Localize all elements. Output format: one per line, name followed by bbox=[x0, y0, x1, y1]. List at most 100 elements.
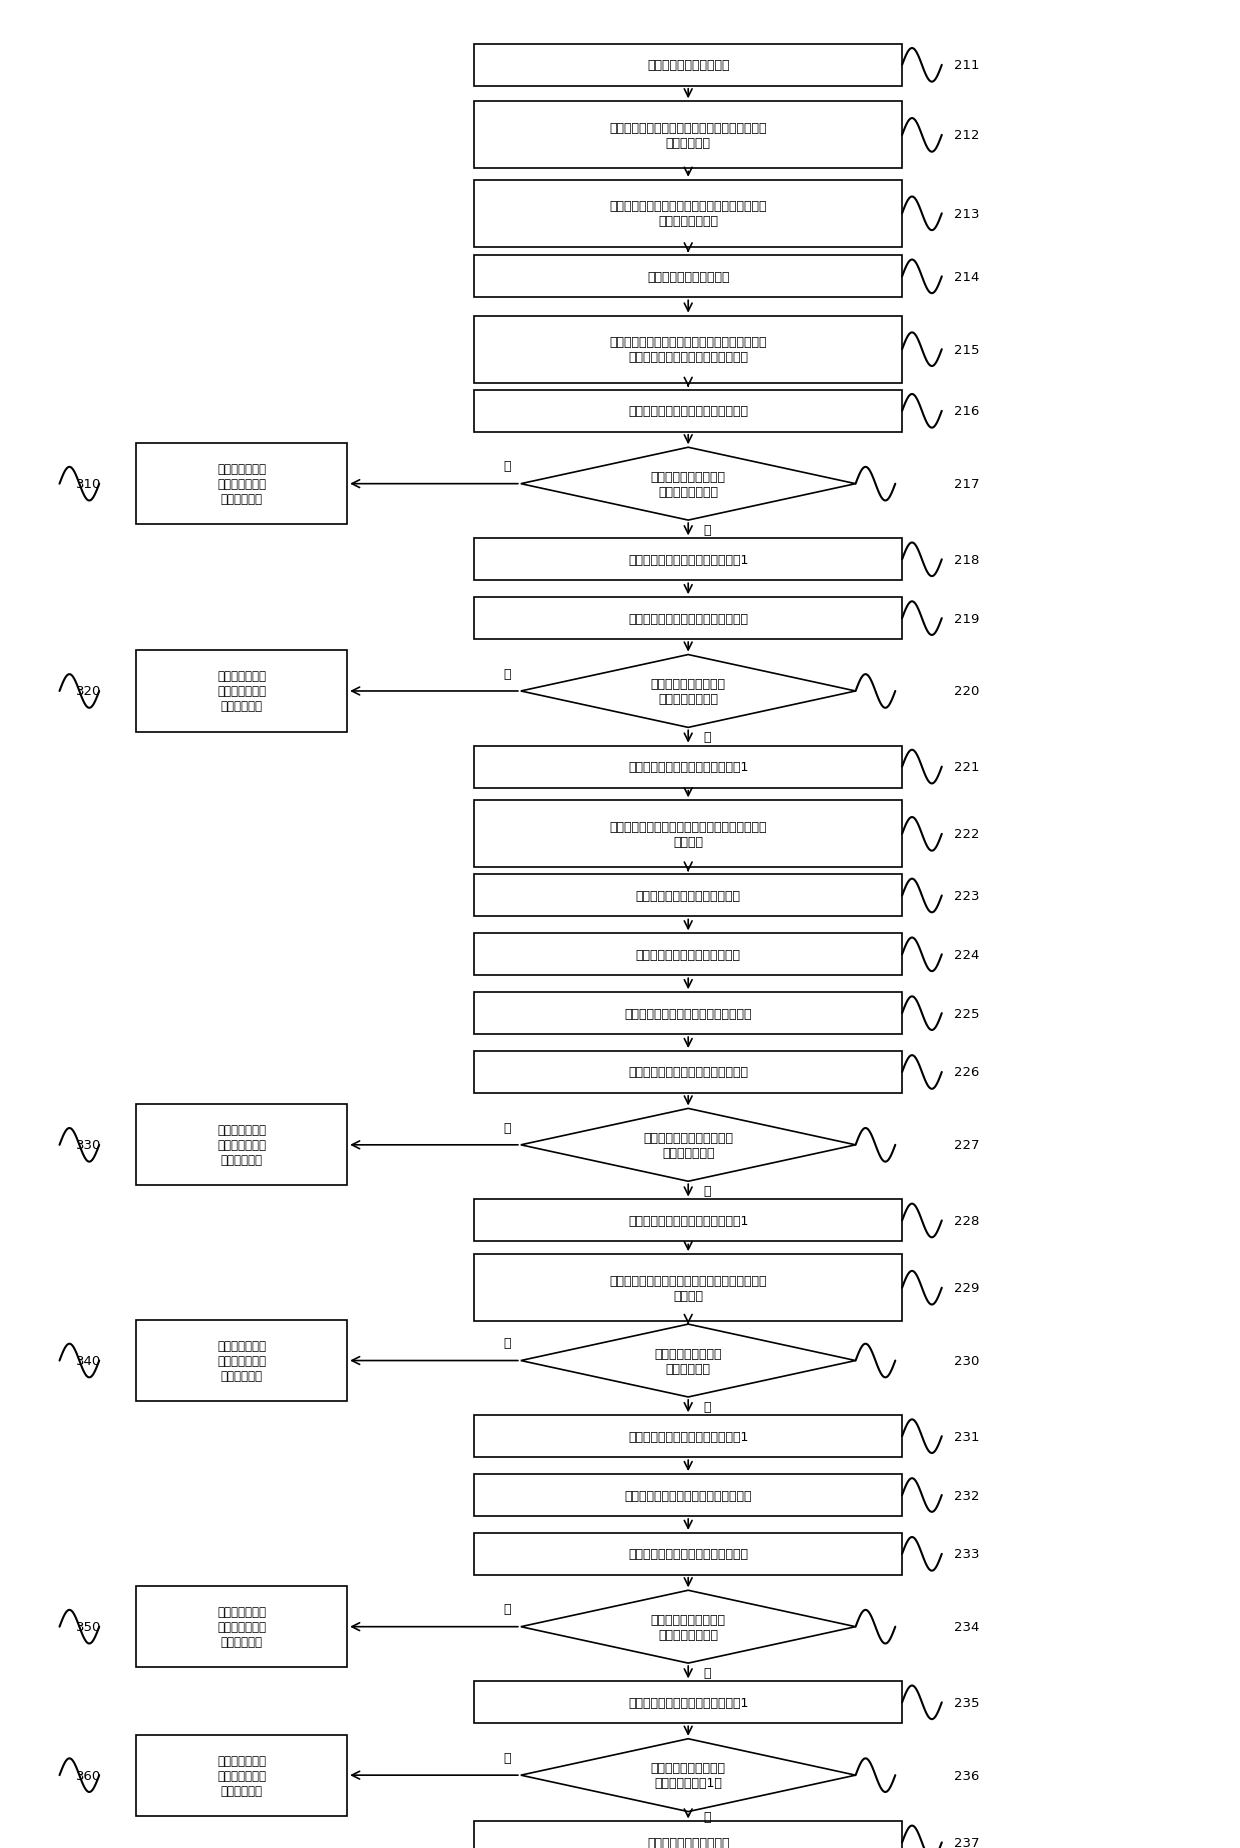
Polygon shape bbox=[521, 1739, 856, 1811]
Text: 350: 350 bbox=[77, 1621, 102, 1634]
Bar bbox=[136, 444, 347, 525]
Text: 235: 235 bbox=[955, 1696, 980, 1709]
Bar bbox=[136, 1735, 347, 1817]
Bar bbox=[475, 390, 903, 432]
Bar bbox=[475, 1416, 903, 1458]
Bar bbox=[475, 181, 903, 248]
Bar bbox=[475, 992, 903, 1035]
Text: 222: 222 bbox=[955, 828, 980, 841]
Text: 229: 229 bbox=[955, 1281, 980, 1294]
Bar bbox=[475, 316, 903, 384]
Bar bbox=[475, 1682, 903, 1724]
Text: 224: 224 bbox=[955, 948, 980, 961]
Polygon shape bbox=[521, 447, 856, 521]
Text: 330: 330 bbox=[77, 1138, 102, 1151]
Text: 236: 236 bbox=[955, 1769, 980, 1781]
Text: 加解密路径状态字的第五校验位置1: 加解密路径状态字的第五校验位置1 bbox=[627, 1696, 749, 1709]
Text: 加解密路径状态字有不
状态位是否全为1？: 加解密路径状态字有不 状态位是否全为1？ bbox=[651, 1761, 725, 1789]
Text: 218: 218 bbox=[955, 554, 980, 567]
Bar bbox=[475, 102, 903, 170]
Text: 根据第二明文、第二密钥，进行加密计算，生成
第一密文: 根据第二明文、第二密钥，进行加密计算，生成 第一密文 bbox=[609, 821, 768, 848]
Text: 212: 212 bbox=[955, 129, 980, 142]
Bar bbox=[475, 800, 903, 869]
Bar bbox=[475, 747, 903, 789]
Bar bbox=[475, 44, 903, 87]
Text: 231: 231 bbox=[955, 1430, 980, 1443]
Bar bbox=[475, 1052, 903, 1094]
Text: 213: 213 bbox=[955, 207, 980, 220]
Polygon shape bbox=[521, 1591, 856, 1663]
Text: 233: 233 bbox=[955, 1547, 980, 1560]
Text: 第四临时校验码是否与
第三校验码相等？: 第四临时校验码是否与 第三校验码相等？ bbox=[651, 1613, 725, 1641]
Text: 第一临时校验码是否与
第一校验码相等？: 第一临时校验码是否与 第一校验码相等？ bbox=[651, 471, 725, 499]
Bar bbox=[136, 650, 347, 732]
Text: 否: 否 bbox=[503, 460, 511, 473]
Text: 从第一存储空间获取数据，生成第二明文；从第
二存储空间获取数据，生成第二密钥: 从第一存储空间获取数据，生成第二明文；从第 二存储空间获取数据，生成第二密钥 bbox=[609, 336, 768, 364]
Text: 判断第三明文是否与
第二明文相等: 判断第三明文是否与 第二明文相等 bbox=[655, 1347, 722, 1375]
Text: 是: 是 bbox=[703, 1665, 711, 1678]
Text: 退出加密流程，
返回错误信息：
第五校验错误: 退出加密流程， 返回错误信息： 第五校验错误 bbox=[217, 1606, 267, 1648]
Text: 320: 320 bbox=[77, 686, 102, 699]
Bar bbox=[136, 1319, 347, 1401]
Text: 退出加密流程，
返回错误信息：
第三校验错误: 退出加密流程， 返回错误信息： 第三校验错误 bbox=[217, 1124, 267, 1166]
Text: 232: 232 bbox=[955, 1489, 980, 1502]
Text: 根据第一密文，生成第三校验码: 根据第一密文，生成第三校验码 bbox=[636, 948, 740, 961]
Text: 退出加密流程，
返回错误信息：
第六校验错误: 退出加密流程， 返回错误信息： 第六校验错误 bbox=[217, 1754, 267, 1796]
Text: 输出第三密文，加密结束: 输出第三密文，加密结束 bbox=[647, 1835, 729, 1848]
Bar bbox=[475, 257, 903, 298]
Text: 根据第一明文生成第一校验码；根据第一密钥生
成第二校验码: 根据第一明文生成第一校验码；根据第一密钥生 成第二校验码 bbox=[609, 122, 768, 150]
Text: 234: 234 bbox=[955, 1621, 980, 1634]
Text: 否: 否 bbox=[503, 1602, 511, 1615]
Text: 226: 226 bbox=[955, 1066, 980, 1079]
Text: 根据第二明文、生成第一临时校验码: 根据第二明文、生成第一临时校验码 bbox=[629, 405, 748, 418]
Text: 退出加密流程，
返回错误信息：
第四校验错误: 退出加密流程， 返回错误信息： 第四校验错误 bbox=[217, 1340, 267, 1382]
Bar bbox=[136, 1586, 347, 1667]
Text: 根据第二密文、生成第三临时校验码: 根据第二密文、生成第三临时校验码 bbox=[629, 1066, 748, 1079]
Text: 是: 是 bbox=[703, 1809, 711, 1822]
Polygon shape bbox=[521, 656, 856, 728]
Bar bbox=[475, 597, 903, 639]
Text: 237: 237 bbox=[955, 1835, 980, 1848]
Text: 判断第三临时校验码是否与
第三校验码相等: 判断第三临时校验码是否与 第三校验码相等 bbox=[644, 1131, 733, 1159]
Text: 退出加密流程，
返回错误信息：
第一校验错误: 退出加密流程， 返回错误信息： 第一校验错误 bbox=[217, 462, 267, 506]
Text: 根据第二密钥、生成第二临时校验码: 根据第二密钥、生成第二临时校验码 bbox=[629, 612, 748, 625]
Text: 根据第三密文，生成第四临时校验码: 根据第三密文，生成第四临时校验码 bbox=[629, 1547, 748, 1560]
Text: 310: 310 bbox=[77, 479, 102, 492]
Text: 217: 217 bbox=[955, 479, 980, 492]
Bar bbox=[475, 1822, 903, 1848]
Text: 否: 否 bbox=[503, 1752, 511, 1765]
Text: 是: 是 bbox=[703, 1399, 711, 1414]
Bar bbox=[136, 1105, 347, 1186]
Polygon shape bbox=[521, 1325, 856, 1397]
Text: 223: 223 bbox=[955, 889, 980, 902]
Text: 211: 211 bbox=[955, 59, 980, 72]
Text: 退出加密流程，
返回错误信息：
第二校验错误: 退出加密流程， 返回错误信息： 第二校验错误 bbox=[217, 671, 267, 713]
Text: 是: 是 bbox=[703, 730, 711, 743]
Bar bbox=[475, 933, 903, 976]
Polygon shape bbox=[521, 1109, 856, 1181]
Text: 加解密路径状态字的第三校验位置1: 加解密路径状态字的第三校验位置1 bbox=[627, 1214, 749, 1227]
Text: 加解密路径状态字的第一校验位置1: 加解密路径状态字的第一校验位置1 bbox=[627, 554, 749, 567]
Text: 是: 是 bbox=[703, 523, 711, 536]
Text: 360: 360 bbox=[77, 1769, 102, 1781]
Text: 从第三存储区获取数据，生成第三密文: 从第三存储区获取数据，生成第三密文 bbox=[625, 1489, 751, 1502]
Bar bbox=[475, 874, 903, 917]
Text: 219: 219 bbox=[955, 612, 980, 625]
Text: 将第一密文保存于第三存储空间: 将第一密文保存于第三存储空间 bbox=[636, 889, 740, 902]
Text: 初始化加解密路径状态字: 初始化加解密路径状态字 bbox=[647, 270, 729, 285]
Text: 将第一明文保存于第一存储空间；将第一密钥保
存于第二存储空间: 将第一明文保存于第一存储空间；将第一密钥保 存于第二存储空间 bbox=[609, 200, 768, 227]
Text: 227: 227 bbox=[955, 1138, 980, 1151]
Text: 221: 221 bbox=[955, 761, 980, 774]
Bar bbox=[475, 1475, 903, 1515]
Text: 否: 否 bbox=[503, 1336, 511, 1349]
Text: 否: 否 bbox=[503, 1122, 511, 1135]
Text: 215: 215 bbox=[955, 344, 980, 357]
Text: 获取第一明文、第一密钥: 获取第一明文、第一密钥 bbox=[647, 59, 729, 72]
Text: 230: 230 bbox=[955, 1355, 980, 1368]
Bar bbox=[475, 1534, 903, 1574]
Text: 340: 340 bbox=[77, 1355, 102, 1368]
Text: 第二临时校验码是否与
第二校验码相等？: 第二临时校验码是否与 第二校验码相等？ bbox=[651, 678, 725, 706]
Text: 228: 228 bbox=[955, 1214, 980, 1227]
Text: 从第三存储区获取数据，生成第二密文: 从第三存储区获取数据，生成第二密文 bbox=[625, 1007, 751, 1020]
Text: 根据第二密文、第二密钥，进行解密计算，生成
第三明文: 根据第二密文、第二密钥，进行解密计算，生成 第三明文 bbox=[609, 1273, 768, 1303]
